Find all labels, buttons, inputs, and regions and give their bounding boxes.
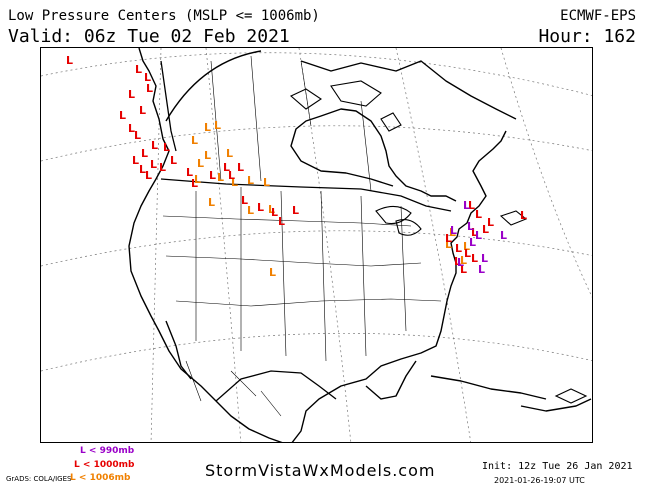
low-marker-red: L xyxy=(228,169,235,182)
low-marker-orange: L xyxy=(217,171,224,184)
low-marker-orange: L xyxy=(208,196,215,209)
low-marker-red: L xyxy=(145,169,152,182)
low-marker-orange: L xyxy=(226,147,233,160)
low-marker-orange: L xyxy=(204,121,211,134)
low-marker-red: L xyxy=(139,104,146,117)
low-marker-red: L xyxy=(271,206,278,219)
low-marker-red: L xyxy=(292,204,299,217)
low-marker-red: L xyxy=(520,209,527,222)
legend-item-990: L < 990mb xyxy=(80,446,134,456)
low-marker-orange: L xyxy=(197,157,204,170)
low-marker-red: L xyxy=(132,154,139,167)
timestamp: 2021-01-26-19:07 UTC xyxy=(494,476,585,485)
low-marker-red: L xyxy=(278,215,285,228)
low-marker-red: L xyxy=(186,166,193,179)
low-marker-red: L xyxy=(170,154,177,167)
low-marker-red: L xyxy=(163,141,170,154)
low-marker-purple: L xyxy=(467,220,474,233)
low-marker-orange: L xyxy=(247,204,254,217)
low-marker-red: L xyxy=(241,194,248,207)
grads-credit: GrADS: COLA/IGES xyxy=(6,475,72,483)
low-marker-red: L xyxy=(482,223,489,236)
legend-item-1000: L < 1000mb xyxy=(74,460,134,470)
init-time: Init: 12z Tue 26 Jan 2021 xyxy=(482,461,633,472)
low-marker-purple: L xyxy=(475,229,482,242)
low-marker-red: L xyxy=(128,122,135,135)
legend-symbol: L xyxy=(74,460,80,470)
low-marker-red: L xyxy=(141,147,148,160)
low-marker-orange: L xyxy=(268,203,275,216)
low-marker-red: L xyxy=(135,63,142,76)
low-marker-red: L xyxy=(487,216,494,229)
low-marker-red: L xyxy=(66,54,73,67)
low-marker-red: L xyxy=(471,226,478,239)
low-marker-purple: L xyxy=(478,263,485,276)
low-marker-orange: L xyxy=(445,238,452,251)
low-marker-red: L xyxy=(475,208,482,221)
low-marker-red: L xyxy=(454,255,461,268)
low-marker-red: L xyxy=(209,169,216,182)
low-marker-red: L xyxy=(139,163,146,176)
low-marker-purple: L xyxy=(457,256,464,269)
low-marker-red: L xyxy=(134,129,141,142)
low-marker-red: L xyxy=(445,232,452,245)
low-marker-orange: L xyxy=(204,149,211,162)
low-marker-red: L xyxy=(150,158,157,171)
legend-item-1006: L < 1006mb xyxy=(70,473,130,483)
low-marker-orange: L xyxy=(247,174,254,187)
low-marker-red: L xyxy=(460,263,467,276)
low-marker-purple: L xyxy=(500,229,507,242)
low-marker-orange: L xyxy=(449,226,456,239)
coastlines xyxy=(128,48,592,442)
low-marker-red: L xyxy=(151,139,158,152)
low-marker-red: L xyxy=(237,161,244,174)
model-name: ECMWF-EPS xyxy=(560,8,636,24)
low-marker-orange: L xyxy=(194,173,201,186)
low-marker-red: L xyxy=(144,71,151,84)
low-marker-red: L xyxy=(223,161,230,174)
legend-symbol: L xyxy=(70,473,76,483)
valid-time: Valid: 06z Tue 02 Feb 2021 xyxy=(8,26,290,47)
low-marker-red: L xyxy=(159,161,166,174)
low-marker-orange: L xyxy=(460,254,467,267)
low-marker-orange: L xyxy=(231,176,238,189)
legend-label: < 1006mb xyxy=(78,473,131,483)
low-marker-purple: L xyxy=(450,224,457,237)
low-marker-red: L xyxy=(146,82,153,95)
low-marker-red: L xyxy=(464,247,471,260)
legend-symbol: L xyxy=(80,446,86,456)
graticule xyxy=(41,48,592,442)
low-marker-purple: L xyxy=(481,252,488,265)
low-marker-red: L xyxy=(257,201,264,214)
low-marker-purple: L xyxy=(463,199,470,212)
low-marker-orange: L xyxy=(263,176,270,189)
country-borders xyxy=(160,60,452,402)
low-marker-red: L xyxy=(128,88,135,101)
low-marker-orange: L xyxy=(463,240,470,253)
forecast-hour: Hour: 162 xyxy=(538,26,636,47)
state-borders xyxy=(162,55,442,417)
brand-text: StormVistaWxModels.com xyxy=(205,461,436,480)
low-marker-red: L xyxy=(455,242,462,255)
low-marker-red: L xyxy=(471,252,478,265)
legend-label: < 1000mb xyxy=(82,460,135,470)
islands-and-lakes xyxy=(289,80,588,404)
low-marker-red: L xyxy=(119,109,126,122)
low-marker-red: L xyxy=(468,199,475,212)
low-marker-orange: L xyxy=(191,134,198,147)
low-marker-red: L xyxy=(191,177,198,190)
map-title: Low Pressure Centers (MSLP <= 1006mb) xyxy=(8,8,320,24)
low-marker-purple: L xyxy=(469,236,476,249)
low-marker-orange: L xyxy=(214,119,221,132)
legend-label: < 990mb xyxy=(88,446,135,456)
low-marker-orange: L xyxy=(269,266,276,279)
